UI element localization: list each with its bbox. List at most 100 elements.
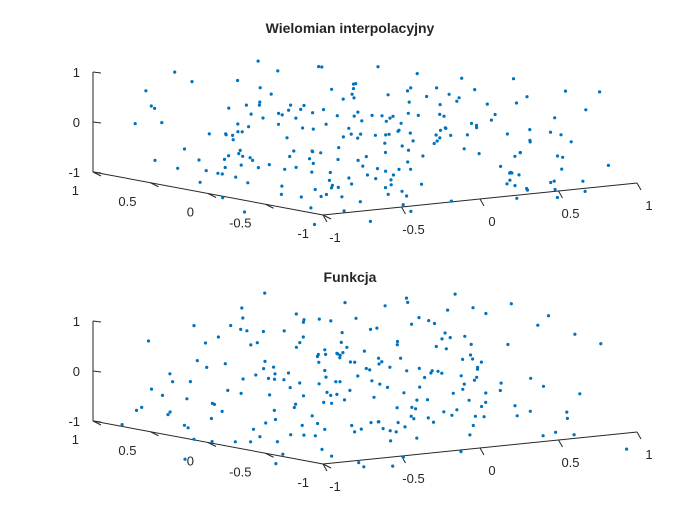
y-tick-label: -1	[297, 475, 309, 490]
scatter-point	[288, 386, 292, 390]
scatter-point	[471, 423, 475, 428]
scatter-point	[541, 434, 545, 438]
scatter-point	[310, 414, 314, 418]
scatter-point	[340, 195, 344, 199]
scatter-point	[262, 367, 266, 371]
scatter-point	[343, 301, 347, 305]
scatter-point	[377, 356, 381, 360]
scatter-point	[370, 379, 374, 383]
scatter-point	[401, 203, 405, 207]
scatter-point	[447, 92, 451, 96]
scatter-point	[443, 126, 447, 130]
scatter-point	[286, 371, 291, 375]
x-tick-mark	[479, 198, 485, 207]
scatter-point	[554, 430, 558, 434]
scatter-point	[171, 380, 175, 384]
scatter-point	[368, 368, 372, 372]
scatter-point	[505, 132, 509, 136]
y-tick-mark	[322, 463, 332, 469]
scatter-point	[192, 437, 196, 441]
scatter-point	[569, 140, 573, 144]
scatter-point	[330, 183, 334, 187]
scatter-point	[313, 187, 317, 192]
scatter-point	[383, 304, 387, 308]
scatter-point	[316, 421, 320, 426]
scatter-point	[536, 323, 540, 327]
scatter-point	[385, 385, 390, 389]
scatter-point	[224, 132, 228, 136]
scatter-point	[484, 400, 488, 404]
scatter-point	[237, 152, 241, 156]
scatter-point	[391, 114, 395, 118]
scatter-point	[330, 401, 334, 405]
scatter-point	[438, 136, 442, 140]
scatter-point	[266, 376, 271, 380]
scatter-point	[350, 182, 354, 186]
x-tick-label: -0.5	[402, 471, 424, 486]
scatter-point	[572, 433, 576, 437]
scatter-point	[313, 434, 317, 438]
scatter-point	[273, 417, 278, 422]
y-tick-label: 0	[187, 205, 194, 220]
scatter-point	[258, 435, 262, 439]
scatter-point	[239, 391, 243, 395]
scatter-point	[410, 405, 414, 409]
scatter-point	[480, 404, 484, 409]
scatter-point	[362, 349, 366, 353]
scatter-point	[341, 351, 345, 355]
scatter-point	[383, 141, 387, 145]
scatter-point	[349, 132, 353, 136]
y-tick-label: 1	[72, 183, 79, 198]
scatter-point	[227, 154, 231, 158]
scatter-point	[280, 184, 284, 188]
scatter-point	[453, 292, 457, 296]
scatter-point	[361, 164, 365, 168]
scatter-point	[465, 133, 469, 137]
scatter-point	[380, 360, 384, 364]
z-tick-mark	[92, 370, 102, 373]
scatter-point	[463, 334, 467, 338]
y-tick-mark	[150, 182, 159, 188]
scatter-point	[384, 119, 388, 123]
scatter-point	[506, 342, 510, 347]
z-tick-label: -1	[68, 165, 80, 180]
scatter-point	[499, 381, 503, 385]
scatter-point	[300, 423, 304, 427]
scatter-point	[324, 192, 328, 197]
scatter-point	[384, 133, 388, 137]
scatter-point	[320, 447, 324, 451]
scatter-point	[302, 103, 306, 108]
scatter-point	[310, 170, 314, 174]
scatter-point	[323, 427, 327, 431]
y-tick-label: 1	[72, 432, 79, 447]
scatter-point	[236, 130, 240, 134]
scatter-point	[368, 327, 373, 331]
scatter-point	[330, 454, 334, 458]
scatter-point	[525, 95, 529, 99]
scatter-point	[395, 339, 400, 344]
scatter-point	[144, 89, 148, 93]
scatter-point	[242, 210, 247, 214]
scatter-point	[240, 130, 244, 134]
scatter-point	[212, 402, 216, 406]
scatter-point	[256, 59, 260, 63]
scatter-point	[442, 410, 446, 414]
scatter-point	[484, 311, 488, 316]
scatter-point	[192, 324, 196, 328]
x-tick-label: -0.5	[402, 222, 424, 237]
scatter-point	[249, 112, 253, 116]
scatter-point	[377, 420, 381, 424]
scatter-point	[323, 368, 327, 373]
scatter-point	[294, 402, 298, 406]
z-tick-label: 0	[73, 115, 80, 130]
scatter-point	[599, 342, 603, 346]
scatter-point	[528, 138, 532, 142]
scatter-point	[255, 341, 259, 345]
scatter-point	[231, 133, 235, 137]
scatter-point	[434, 133, 438, 137]
scatter-point	[499, 164, 503, 168]
scatter-point	[353, 360, 357, 364]
scatter-point	[449, 133, 453, 137]
scatter-point	[421, 154, 425, 158]
scatter-point	[240, 306, 244, 310]
